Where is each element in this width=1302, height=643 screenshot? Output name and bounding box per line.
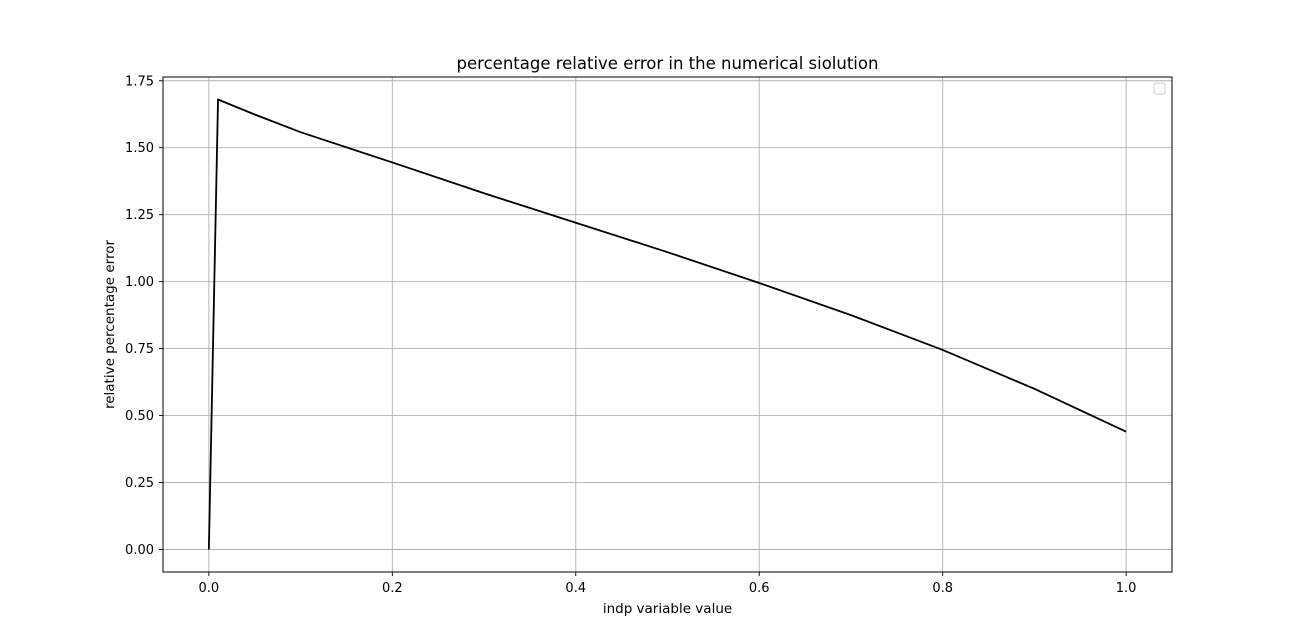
x-tick-label: 0.0 <box>199 581 220 596</box>
grid <box>163 77 1172 572</box>
y-tick-label: 1.75 <box>125 74 154 89</box>
y-tick-label: 1.00 <box>125 275 154 290</box>
x-tick-label: 0.2 <box>382 581 403 596</box>
y-axis: 0.00 0.25 0.50 0.75 1.00 1.25 1.50 1.75 <box>125 74 163 558</box>
y-tick-label: 0.50 <box>125 409 154 424</box>
y-tick-label: 0.75 <box>125 342 154 357</box>
x-axis-title: indp variable value <box>603 601 732 617</box>
x-tick-label: 0.6 <box>749 581 770 596</box>
x-tick-label: 1.0 <box>1116 581 1137 596</box>
y-tick-label: 1.25 <box>125 208 154 223</box>
y-axis-title: relative percentage error <box>102 240 118 409</box>
series-line <box>207 98 1127 550</box>
series-layer <box>207 98 1127 550</box>
legend-box <box>1153 82 1166 95</box>
x-axis: 0.0 0.2 0.4 0.6 0.8 1.0 <box>199 572 1137 596</box>
chart-title: percentage relative error in the numeric… <box>457 54 879 73</box>
y-tick-label: 0.00 <box>125 543 154 558</box>
y-tick-label: 0.25 <box>125 476 154 491</box>
y-tick-label: 1.50 <box>125 141 154 156</box>
x-tick-label: 0.8 <box>932 581 953 596</box>
x-tick-label: 0.4 <box>565 581 586 596</box>
plot-frame <box>162 76 1173 573</box>
